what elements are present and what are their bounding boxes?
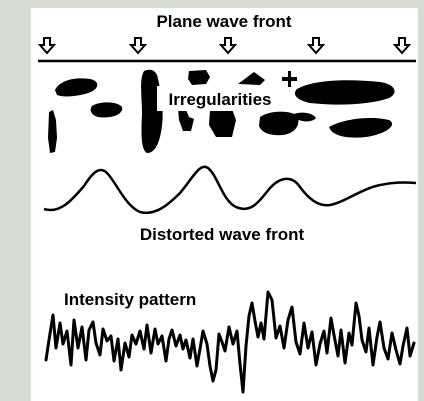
down-arrow-icon bbox=[218, 37, 238, 55]
irregularity-blob bbox=[178, 105, 194, 131]
irregularity-blob bbox=[141, 69, 163, 153]
irregularity-blob bbox=[329, 118, 393, 138]
irregularities-blobs bbox=[48, 69, 395, 153]
irregularity-blob bbox=[209, 109, 236, 137]
irregularities-label-bg bbox=[157, 86, 284, 111]
plane-wave-front-title: Plane wave front bbox=[156, 12, 291, 31]
intensity-pattern-label: Intensity pattern bbox=[64, 290, 196, 309]
irregularity-blob bbox=[55, 78, 98, 97]
irregularity-blob bbox=[90, 102, 123, 118]
irregularities-label: Irregularities bbox=[169, 90, 272, 109]
intensity-pattern-trace bbox=[44, 290, 416, 394]
incident-arrows bbox=[37, 37, 412, 55]
irregularity-blob bbox=[282, 71, 297, 87]
irregularity-blob bbox=[188, 70, 210, 85]
irregularity-blob bbox=[259, 111, 299, 136]
irregularity-blob bbox=[291, 112, 316, 122]
irregularity-blob bbox=[48, 110, 57, 153]
distorted-wave-front-label: Distorted wave front bbox=[140, 225, 305, 244]
down-arrow-icon bbox=[128, 37, 148, 55]
down-arrow-icon bbox=[392, 37, 412, 55]
down-arrow-icon bbox=[37, 37, 57, 55]
irregularity-blob bbox=[294, 80, 395, 105]
distorted-wave-front-curve bbox=[43, 165, 417, 215]
irregularity-blob bbox=[238, 72, 265, 85]
down-arrow-icon bbox=[306, 37, 326, 55]
